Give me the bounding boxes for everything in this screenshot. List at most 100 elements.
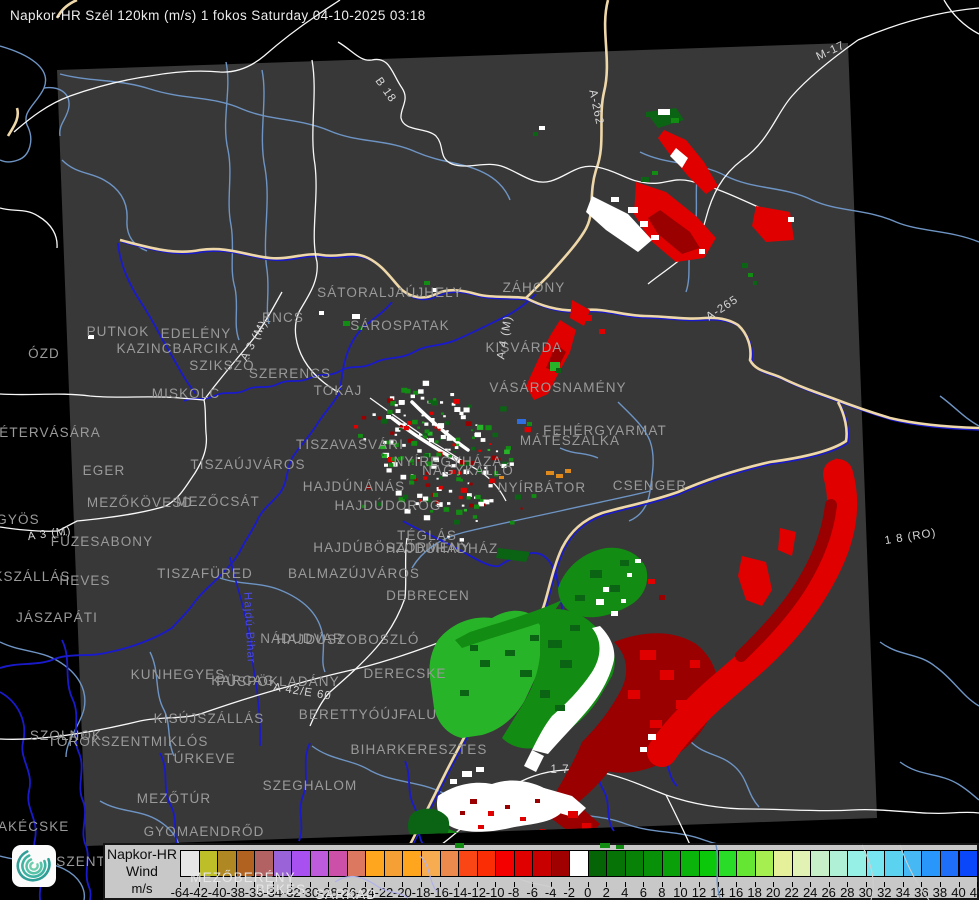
city-label: TÖRÖKSZENTMIKLÓS [48, 734, 209, 749]
echo-speckle [489, 499, 494, 503]
echo-speckle [489, 478, 495, 484]
city-label: CSENGER [613, 478, 687, 493]
legend-box [532, 850, 552, 877]
legend-tick-label: -24 [355, 885, 375, 900]
city-label: ZÁHONY [503, 280, 566, 295]
echo-speckle [478, 501, 484, 507]
legend-tick-label: -38 [226, 885, 245, 900]
echo-speckle [450, 469, 456, 474]
echo-texture-cell [530, 635, 539, 641]
echo-speckle [398, 400, 405, 405]
echo-texture-cell [610, 585, 620, 592]
legend-tick-label: 30 [858, 885, 874, 900]
echo-speckle [596, 599, 604, 605]
echo-speckle [428, 399, 433, 404]
echo-speckle [463, 508, 467, 512]
legend-tick-label: -28 [318, 885, 338, 900]
echo-speckle [611, 611, 618, 616]
echo-speckle [357, 326, 363, 330]
legend-tick [939, 882, 941, 887]
legend-box [939, 850, 960, 877]
legend-tick-label: 8 [658, 885, 666, 900]
echo-speckle [468, 404, 472, 408]
echo-texture-cell [470, 645, 478, 651]
city-label: HAJDÚHADHÁZ [386, 541, 499, 556]
legend-box [643, 850, 663, 877]
legend-tick-label: -18 [411, 885, 431, 900]
echo-texture-cell [570, 625, 580, 631]
echo-speckle [462, 416, 465, 419]
legend-tick-label: -4 [544, 885, 557, 900]
echo-speckle [546, 471, 554, 475]
legend-box [699, 850, 719, 877]
legend-tick [643, 882, 645, 887]
legend-tick [606, 882, 608, 887]
echo-speckle [699, 249, 705, 254]
echo-speckle [445, 448, 448, 451]
echo-speckle [454, 407, 461, 412]
echo-speckle [441, 412, 444, 415]
echo-speckle [489, 443, 492, 445]
echo-speckle [436, 502, 443, 507]
echo-speckle [448, 489, 453, 493]
echo-speckle [459, 459, 466, 465]
echo-speckle [476, 424, 484, 430]
road-label: 1 7 [551, 764, 570, 776]
echo-speckle [372, 413, 376, 416]
echo-speckle [476, 469, 482, 474]
echo-speckle [514, 494, 522, 500]
city-label: TÚRKEVE [164, 751, 235, 766]
echo-speckle [452, 443, 456, 447]
echo-bright-cell [650, 720, 662, 728]
legend-box [865, 850, 886, 877]
echo-speckle [475, 520, 478, 522]
echo-speckle [474, 504, 480, 509]
echo-speckle [433, 398, 437, 401]
legend-tick [977, 882, 978, 887]
legend-tick [773, 882, 775, 887]
app-logo [12, 845, 56, 887]
city-label: SZEGHALOM [263, 778, 358, 793]
echo-speckle [389, 396, 395, 400]
legend-tick-label: 4 [621, 885, 629, 900]
echo-speckle [492, 432, 499, 438]
echo-texture-cell [555, 705, 565, 711]
city-label: MISKOLC [152, 386, 220, 401]
city-label: SZOLNOK [30, 728, 102, 743]
echo-speckle [361, 415, 367, 420]
echo-speckle [430, 510, 434, 513]
echo-speckle [422, 380, 430, 386]
echo-speckle [403, 426, 409, 431]
legend-tick [309, 882, 311, 887]
echo-speckle [658, 109, 670, 115]
map-rivers [0, 242, 678, 900]
legend-bar: Napkor-HR Wind m/s -64 -42 -40 -38 -36 -34 -32… [103, 843, 979, 900]
echo-speckle [488, 484, 493, 488]
legend-tick-label: 24 [802, 885, 818, 900]
legend-tick-label: -14 [448, 885, 468, 900]
echo-speckle [443, 415, 446, 418]
echo-speckle [455, 437, 461, 442]
city-label: TOKAJ [314, 383, 363, 398]
echo-speckle [458, 495, 463, 500]
legend-box [180, 850, 200, 877]
echo-speckle [388, 463, 394, 467]
echo-speckle [450, 393, 455, 397]
echo-speckle [556, 474, 563, 478]
echo-speckle [524, 427, 531, 433]
city-label: NAGYKÁLLÓ [422, 463, 514, 478]
echo-speckle [417, 449, 422, 453]
echo-speckle [403, 414, 406, 417]
echo-speckle [460, 811, 465, 815]
city-label: NYÍREGYHÁZA [394, 454, 503, 469]
legend-box [421, 850, 441, 877]
echo-texture-cell [548, 640, 562, 648]
legend-tick [661, 882, 663, 887]
legend-tick-label: -32 [281, 885, 301, 900]
echo-speckle [402, 423, 405, 426]
legend-tick [180, 882, 181, 887]
echo-speckle [533, 132, 538, 136]
echo-speckle [456, 443, 460, 446]
echo-speckle [461, 504, 465, 507]
